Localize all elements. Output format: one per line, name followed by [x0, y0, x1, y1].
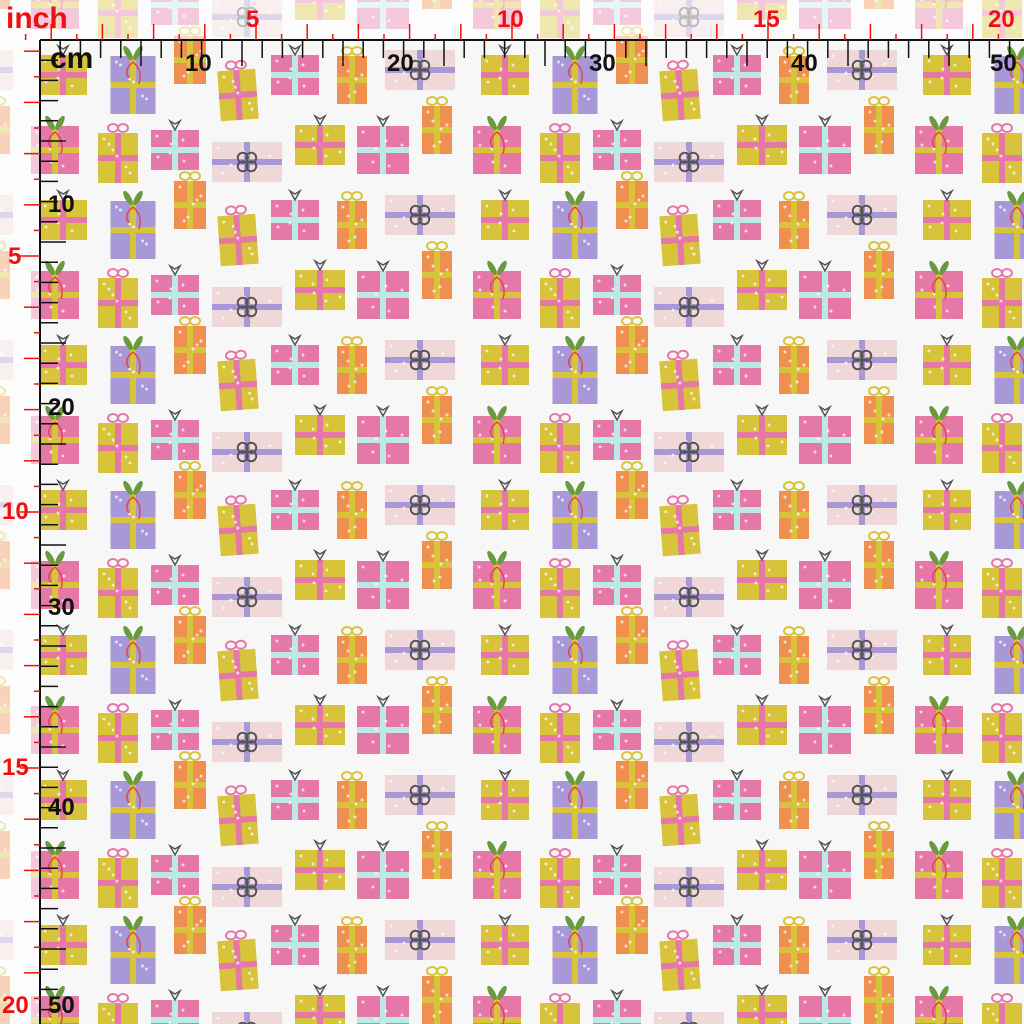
- left-inch-label: 20: [2, 992, 29, 1019]
- left-cm-label: 10: [48, 191, 75, 218]
- top-cm-label: 40: [791, 50, 818, 77]
- left-cm-label: 30: [48, 594, 75, 621]
- left-inch-label: 15: [2, 754, 29, 781]
- top-cm-label: 30: [589, 50, 616, 77]
- top-inch-label: 15: [753, 6, 780, 33]
- left-inch-label: 5: [8, 243, 22, 270]
- left-cm-label: 20: [48, 394, 75, 421]
- left-cm-label: 50: [48, 992, 75, 1019]
- top-cm-label: 50: [990, 50, 1017, 77]
- top-inch-label: 5: [246, 6, 260, 33]
- top-inch-label: 20: [988, 6, 1015, 33]
- inch-unit-label: inch: [6, 2, 68, 35]
- top-inch-label: 10: [497, 6, 524, 33]
- left-ruler-strip: [0, 40, 40, 1024]
- left-inch-label: 10: [2, 498, 29, 525]
- cm-unit-label: cm: [50, 42, 94, 75]
- left-cm-label: 40: [48, 794, 75, 821]
- top-cm-label: 10: [185, 50, 212, 77]
- top-cm-label: 20: [387, 50, 414, 77]
